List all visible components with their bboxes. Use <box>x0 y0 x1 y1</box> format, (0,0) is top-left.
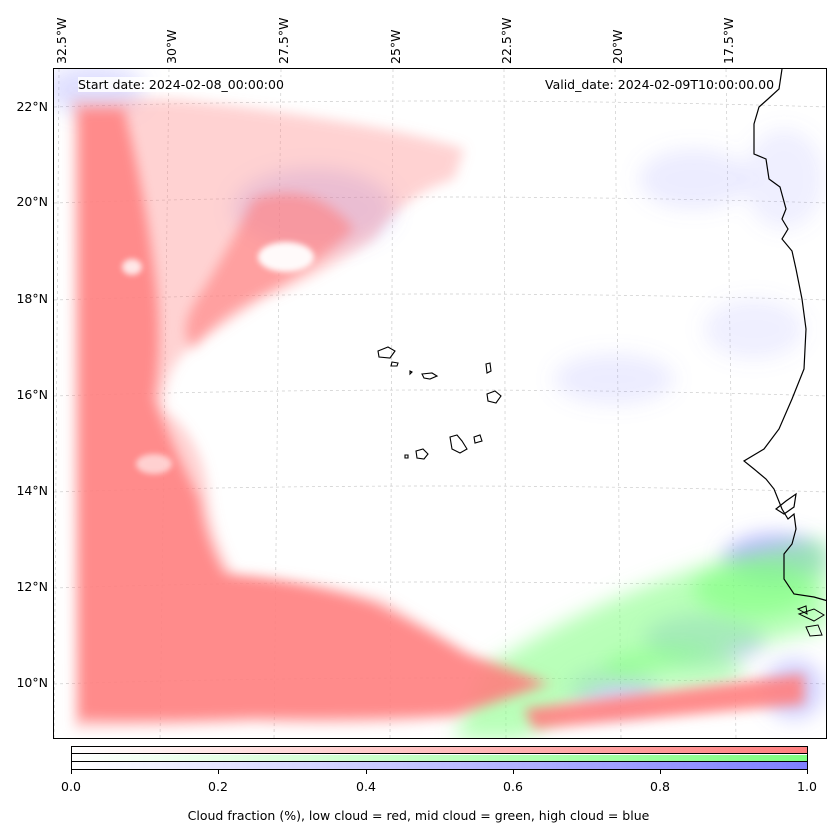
lon-label-25w: 25°W <box>388 29 403 64</box>
colorbar-high-cloud <box>72 762 807 769</box>
low-cloud-layer <box>72 99 804 729</box>
cloud-fraction-map[interactable] <box>53 68 827 739</box>
colorbar-tick <box>366 769 367 774</box>
lon-label-32-5w: 32.5°W <box>54 17 69 64</box>
start-date-label: Start date: 2024-02-08_00:00:00 <box>78 77 284 92</box>
lat-label-10n: 10°N <box>16 675 48 690</box>
lat-label-20n: 20°N <box>16 194 48 209</box>
colorbar-mid-cloud <box>72 755 807 762</box>
colorbar-tick <box>218 769 219 774</box>
lon-label-20w: 20°W <box>610 29 625 64</box>
colorbar-tick <box>71 769 72 774</box>
colorbar <box>71 746 808 770</box>
colorbar-tick-label: 0.0 <box>61 779 81 794</box>
lon-label-30w: 30°W <box>164 29 179 64</box>
lat-label-16n: 16°N <box>16 387 48 402</box>
colorbar-tick-label: 0.6 <box>503 779 523 794</box>
lon-label-22-5w: 22.5°W <box>499 17 514 64</box>
colorbar-tick-label: 0.2 <box>208 779 228 794</box>
colorbar-low-cloud <box>72 747 807 754</box>
lat-label-22n: 22°N <box>16 99 48 114</box>
africa-coastline <box>742 69 826 602</box>
colorbar-tick <box>513 769 514 774</box>
colorbar-tick-label: 0.8 <box>650 779 670 794</box>
lon-label-27-5w: 27.5°W <box>276 17 291 64</box>
colorbar-tick <box>807 769 808 774</box>
lat-label-12n: 12°N <box>16 579 48 594</box>
clear-sky-patches <box>122 242 314 474</box>
colorbar-tick <box>660 769 661 774</box>
colorbar-tick-label: 1.0 <box>797 779 817 794</box>
lat-label-18n: 18°N <box>16 291 48 306</box>
lon-label-17-5w: 17.5°W <box>721 17 736 64</box>
map-canvas <box>54 69 826 738</box>
colorbar-tick-label: 0.4 <box>356 779 376 794</box>
valid-date-label: Valid_date: 2024-02-09T10:00:00.00 <box>545 77 775 92</box>
gambia-outline <box>774 492 797 515</box>
bijagos-islands <box>796 605 825 637</box>
cape-verde-islands <box>377 346 502 460</box>
lat-label-14n: 14°N <box>16 483 48 498</box>
colorbar-caption: Cloud fraction (%), low cloud = red, mid… <box>187 808 650 823</box>
